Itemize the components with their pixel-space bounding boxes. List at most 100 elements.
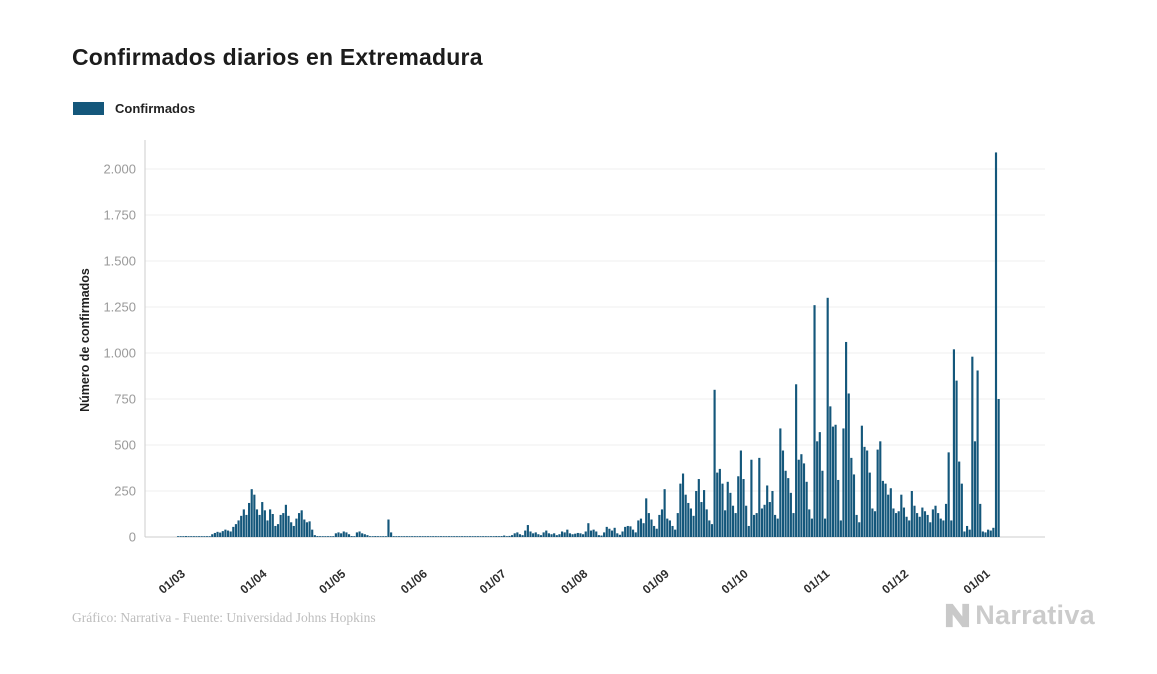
bar — [766, 485, 769, 537]
bar — [834, 424, 837, 537]
bar — [495, 536, 498, 537]
bar — [597, 535, 600, 537]
bar — [592, 529, 595, 537]
bar — [987, 529, 990, 537]
bar — [739, 450, 742, 537]
bar — [789, 492, 792, 537]
bar — [831, 426, 835, 537]
bar — [489, 536, 493, 537]
bar — [382, 536, 385, 537]
source-credit: Gráfico: Narrativa - Fuente: Universidad… — [72, 610, 376, 625]
bar — [482, 536, 485, 537]
bar — [858, 522, 861, 537]
y-axis-title: Número de confirmados — [78, 268, 92, 412]
bar — [894, 513, 898, 537]
bar — [558, 534, 561, 537]
bar — [900, 494, 903, 537]
bar — [461, 536, 464, 537]
bar — [411, 536, 414, 537]
bar — [250, 489, 253, 537]
bar — [192, 536, 195, 537]
bar — [689, 508, 692, 537]
bar — [866, 450, 869, 537]
x-tick-label: 01/01 — [961, 566, 993, 596]
bar — [305, 522, 309, 537]
bar — [392, 536, 395, 537]
bar — [942, 520, 945, 537]
y-tick-label: 750 — [114, 392, 136, 407]
bar — [818, 432, 821, 537]
x-tick-label: 01/09 — [640, 566, 672, 596]
bar — [492, 536, 495, 537]
bar — [313, 535, 316, 537]
bar — [600, 535, 603, 537]
bar — [232, 526, 235, 537]
bar — [387, 519, 390, 537]
bar — [405, 536, 408, 537]
bar — [563, 532, 566, 537]
bar — [500, 536, 503, 537]
bar — [395, 536, 398, 537]
bar — [379, 536, 382, 537]
bar — [889, 488, 892, 537]
bar — [674, 529, 677, 537]
bar — [992, 527, 995, 537]
bar — [553, 533, 556, 537]
bar — [211, 534, 214, 537]
x-tick-label: 01/04 — [237, 566, 269, 596]
bar — [292, 525, 295, 537]
bar — [916, 513, 919, 537]
bar — [497, 536, 501, 537]
bar — [981, 531, 984, 537]
bar — [213, 532, 216, 537]
bar — [503, 535, 506, 537]
bar — [847, 393, 850, 537]
legend: Confirmados — [73, 101, 195, 116]
bar — [750, 459, 753, 537]
bar — [708, 520, 711, 537]
bar — [184, 536, 188, 537]
bar — [944, 503, 948, 537]
bar — [768, 502, 771, 537]
bar — [937, 513, 940, 537]
bar — [626, 525, 629, 537]
bar — [537, 534, 540, 537]
bar — [295, 518, 298, 537]
bar — [897, 511, 900, 537]
bar — [681, 473, 685, 537]
bar — [358, 531, 361, 537]
bar — [634, 532, 637, 537]
bar — [837, 479, 840, 537]
bar — [668, 520, 671, 537]
bar — [248, 502, 251, 537]
bar — [910, 491, 913, 537]
bar — [908, 520, 911, 537]
bar — [653, 525, 656, 537]
bar — [758, 457, 761, 537]
bar — [432, 536, 435, 537]
bar — [334, 533, 337, 537]
bar — [642, 523, 645, 537]
bar — [639, 518, 643, 537]
bar — [187, 536, 190, 537]
bar — [763, 504, 766, 537]
bar — [253, 494, 256, 537]
bar — [355, 532, 358, 537]
bar — [871, 508, 874, 537]
bar — [863, 446, 866, 537]
bar — [311, 529, 314, 537]
bar — [781, 450, 785, 537]
bar — [963, 531, 966, 537]
bar — [571, 534, 574, 537]
bar — [839, 520, 842, 537]
bar — [297, 513, 301, 537]
bar — [879, 441, 882, 537]
bar — [805, 481, 808, 537]
bar — [505, 536, 508, 537]
bar — [695, 491, 698, 537]
bar — [245, 514, 248, 537]
bar — [326, 536, 330, 537]
bar — [511, 535, 514, 537]
bar — [329, 536, 332, 537]
bar — [934, 505, 937, 537]
